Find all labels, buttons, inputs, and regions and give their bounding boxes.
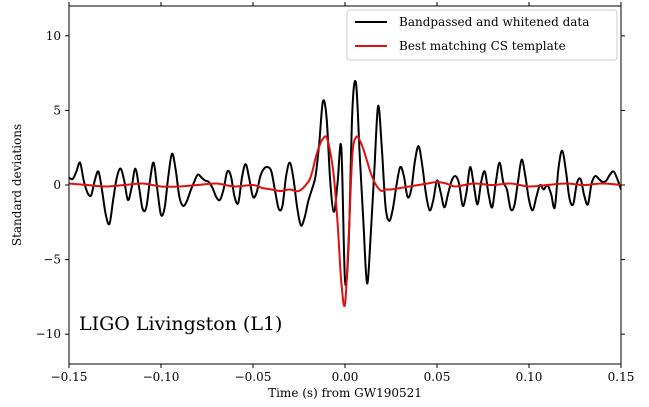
y-tick-label: 5 xyxy=(53,103,61,117)
x-tick-label: 0.05 xyxy=(424,370,451,384)
y-tick-label: −5 xyxy=(43,253,61,267)
series-line-0 xyxy=(69,79,621,287)
x-tick-label: −0.05 xyxy=(235,370,272,384)
legend-box xyxy=(346,9,618,61)
legend-label-template: Best matching CS template xyxy=(399,39,566,53)
x-tick-label: 0.15 xyxy=(608,370,635,384)
y-tick-label: 0 xyxy=(53,178,61,192)
x-tick-label: 0.10 xyxy=(516,370,543,384)
detector-annotation: LIGO Livingston (L1) xyxy=(79,313,282,335)
x-tick-label: −0.15 xyxy=(51,370,88,384)
legend: Bandpassed and whitened data Best matchi… xyxy=(346,9,618,61)
series-line-1 xyxy=(69,135,621,308)
series-layer xyxy=(69,79,621,308)
ticks-layer: −0.15 −0.10 −0.05 0.00 0.05 0.10 0.15 −10 −5 0 5 10 xyxy=(36,2,635,384)
y-axis-title: Standard deviations xyxy=(10,124,24,246)
x-tick-label: −0.10 xyxy=(143,370,180,384)
legend-label-data: Bandpassed and whitened data xyxy=(399,15,589,29)
x-axis-title: Time (s) from GW190521 xyxy=(268,386,422,400)
x-tick-label: 0.00 xyxy=(332,370,359,384)
y-tick-label: 10 xyxy=(46,29,61,43)
y-tick-label: −10 xyxy=(36,327,61,341)
